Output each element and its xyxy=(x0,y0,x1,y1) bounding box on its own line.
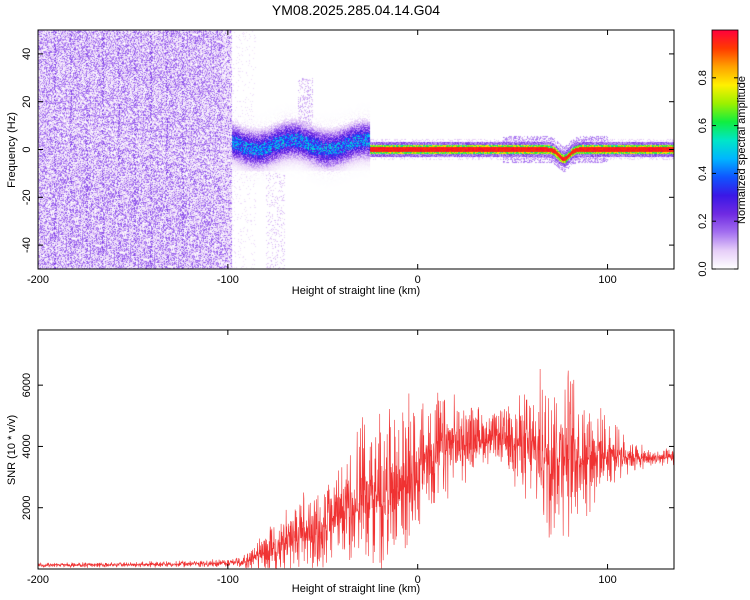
colorbar-tick-label: 0.8 xyxy=(697,70,709,85)
spectrogram-xtick-label: -200 xyxy=(27,274,49,286)
snr-ytick-label: 4000 xyxy=(21,434,33,458)
spectrogram-xtick-label: 100 xyxy=(598,274,616,286)
spectrogram-xtick-label: 0 xyxy=(415,274,421,286)
spectrogram-ylabel: Frequency (Hz) xyxy=(6,112,18,188)
snr-xtick-label: 0 xyxy=(415,574,421,586)
snr-panel: -200 -100 0 100 2000 4000 6000 Height of strai… xyxy=(6,329,675,595)
colorbar-tick-label: 0.6 xyxy=(697,118,709,133)
snr-ylabel: SNR (10 * v/v) xyxy=(6,415,18,485)
colorbar-tick-label: 0.2 xyxy=(697,214,709,229)
figure-title: YM08.2025.285.04.14.G04 xyxy=(272,2,440,18)
spectrogram-ytick-label: 0 xyxy=(21,146,33,152)
spectrogram-xlabel: Height of straight line (km) xyxy=(292,285,420,297)
colorbar-label: Normalized spectral amplitude xyxy=(736,76,748,224)
colorbar-tick-label: 0.0 xyxy=(697,261,709,276)
spectrogram-frame xyxy=(37,29,675,270)
spectrogram-ytick-label: 20 xyxy=(21,96,33,108)
snr-xlabel: Height of straight line (km) xyxy=(292,583,420,595)
snr-xtick-label: -200 xyxy=(27,574,49,586)
snr-ytick-label: 6000 xyxy=(21,373,33,397)
spectrogram-ytick-label: 40 xyxy=(21,48,33,60)
colorbar-gradient xyxy=(711,29,739,270)
snr-xtick-label: 100 xyxy=(598,574,616,586)
snr-ytick-label: 2000 xyxy=(21,495,33,519)
colorbar-tick-label: 0.4 xyxy=(697,166,709,181)
spectrogram-ytick-label: -40 xyxy=(21,237,33,253)
colorbar: 0.0 0.2 0.4 0.6 0.8 Normalized spectral ampl… xyxy=(697,29,748,277)
spectrogram-ytick-label: -20 xyxy=(21,189,33,205)
spectrogram-xtick-label: -100 xyxy=(217,274,239,286)
snr-frame xyxy=(37,329,675,570)
snr-series-line xyxy=(38,368,674,569)
snr-xtick-label: -100 xyxy=(217,574,239,586)
spectrogram-heatmap xyxy=(38,30,674,269)
